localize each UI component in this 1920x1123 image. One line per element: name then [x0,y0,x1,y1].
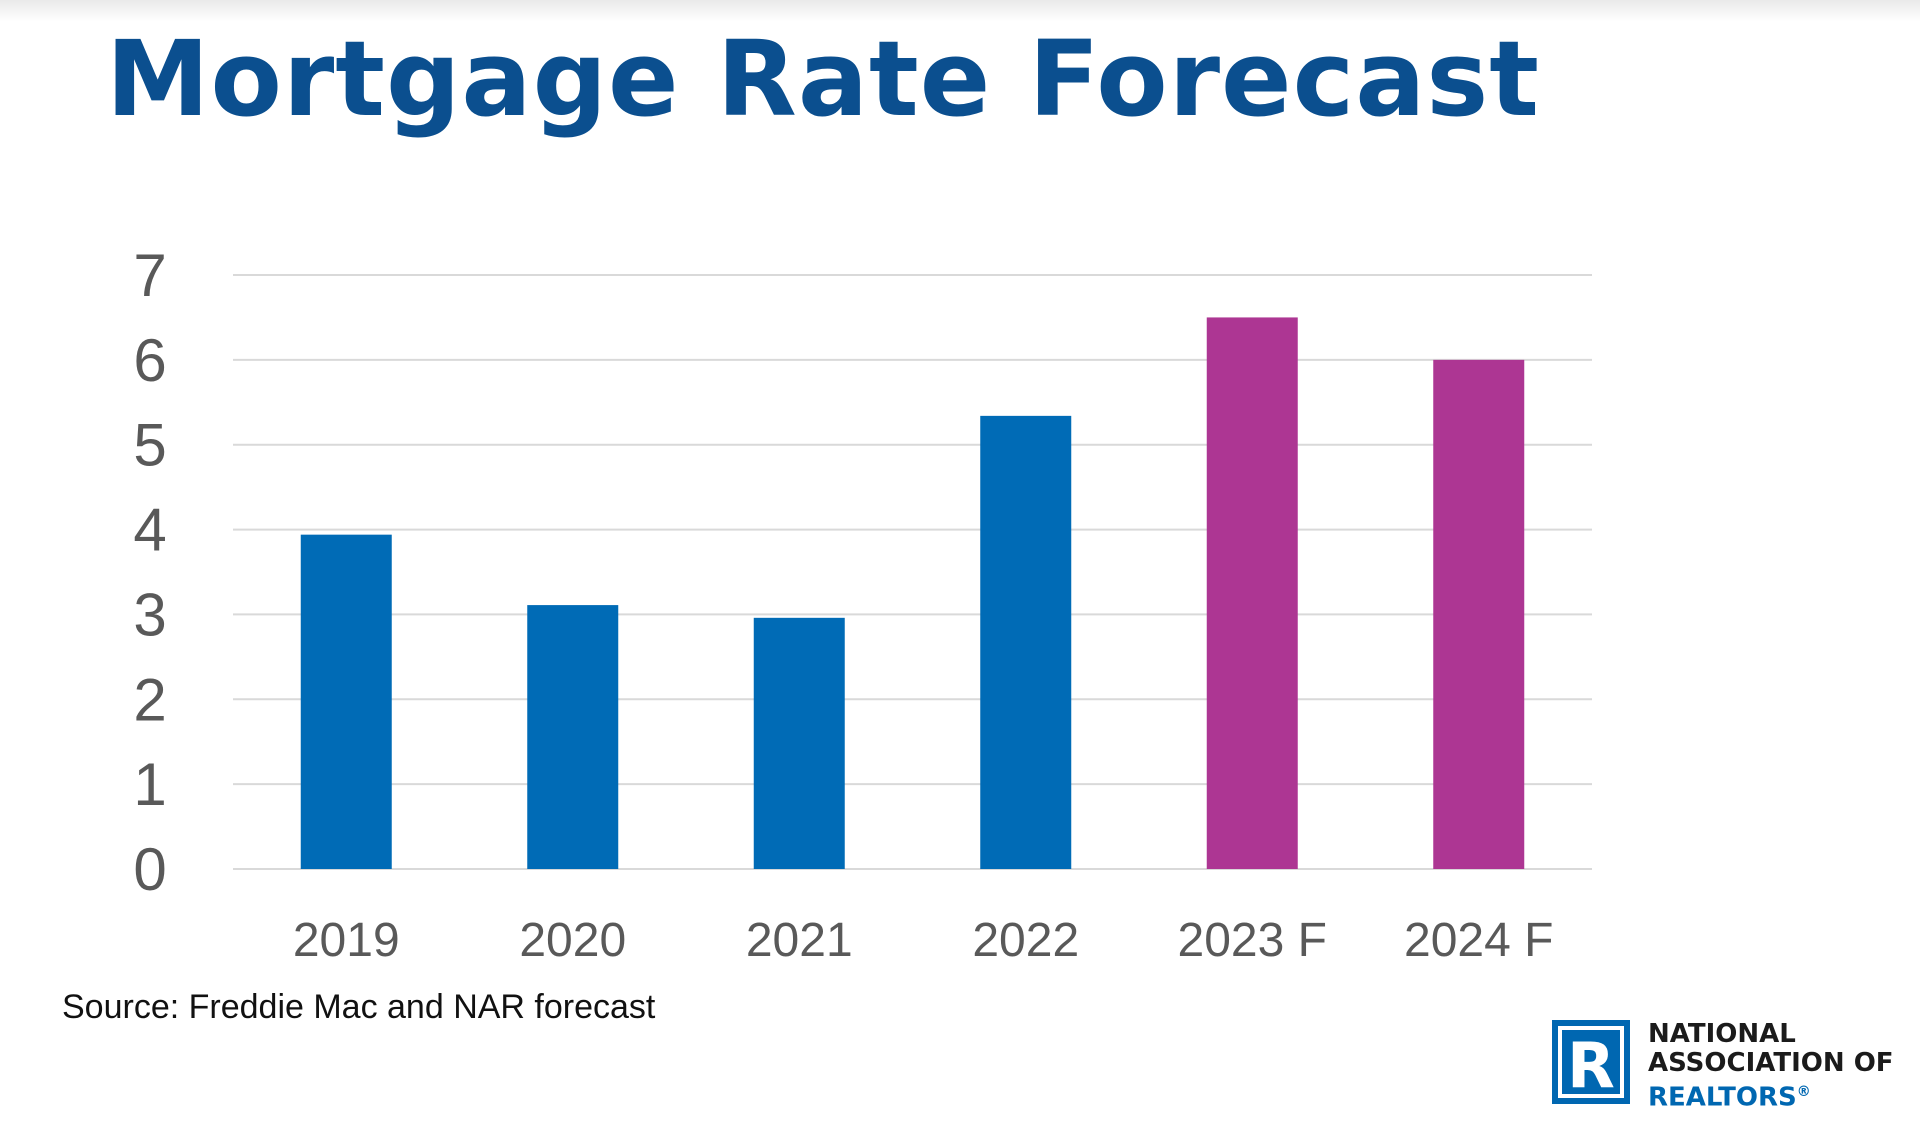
bar-2020 [527,605,619,869]
grid-lines [233,274,1592,870]
y-tick-label-0: 0 [133,836,166,903]
y-tick-label-4: 4 [133,497,166,564]
nar-logo: R NATIONAL ASSOCIATION OF REALTORS® [1552,1020,1904,1112]
y-tick-label-7: 7 [133,242,166,309]
logo-registered-mark: ® [1796,1084,1811,1100]
x-axis-categories: 2019 2020 2021 2022 2023 F 2024 F [293,914,1554,967]
logo-line-3-text: REALTORS [1648,1082,1797,1113]
bar-2023-f [1206,317,1298,869]
bars [300,317,1525,869]
x-category-label-2020: 2020 [519,914,626,967]
logo-line-2: ASSOCIATION OF [1648,1048,1894,1078]
y-tick-label-1: 1 [133,751,166,818]
y-tick-label-2: 2 [133,666,166,733]
source-note: Source: Freddie Mac and NAR forecast [62,988,656,1026]
x-category-label-2021: 2021 [746,914,853,967]
page-title: Mortgage Rate Forecast [106,18,1541,140]
x-category-label-2019: 2019 [293,914,400,967]
y-tick-label-6: 6 [133,327,166,394]
bar-2019 [300,534,392,869]
bar-2022 [980,415,1072,869]
logo-line-3: REALTORS® [1648,1078,1908,1113]
y-tick-label-5: 5 [133,412,166,479]
x-category-label-2023-f: 2023 F [1178,914,1327,967]
x-category-label-2024-f: 2024 F [1404,914,1553,967]
top-shade [0,0,1920,22]
svg-text:R: R [1567,1029,1615,1102]
y-tick-label-3: 3 [133,581,166,648]
logo-line-1: NATIONAL [1648,1019,1796,1049]
bar-2024-f [1433,359,1525,869]
x-category-label-2022: 2022 [972,914,1079,967]
logo-wordmark: NATIONAL ASSOCIATION OF REALTORS® [1648,1020,1908,1113]
realtor-r-icon: R [1552,1020,1630,1104]
bar-2021 [753,617,845,869]
y-axis-ticks: 0 1 2 3 4 5 6 7 [133,242,166,903]
